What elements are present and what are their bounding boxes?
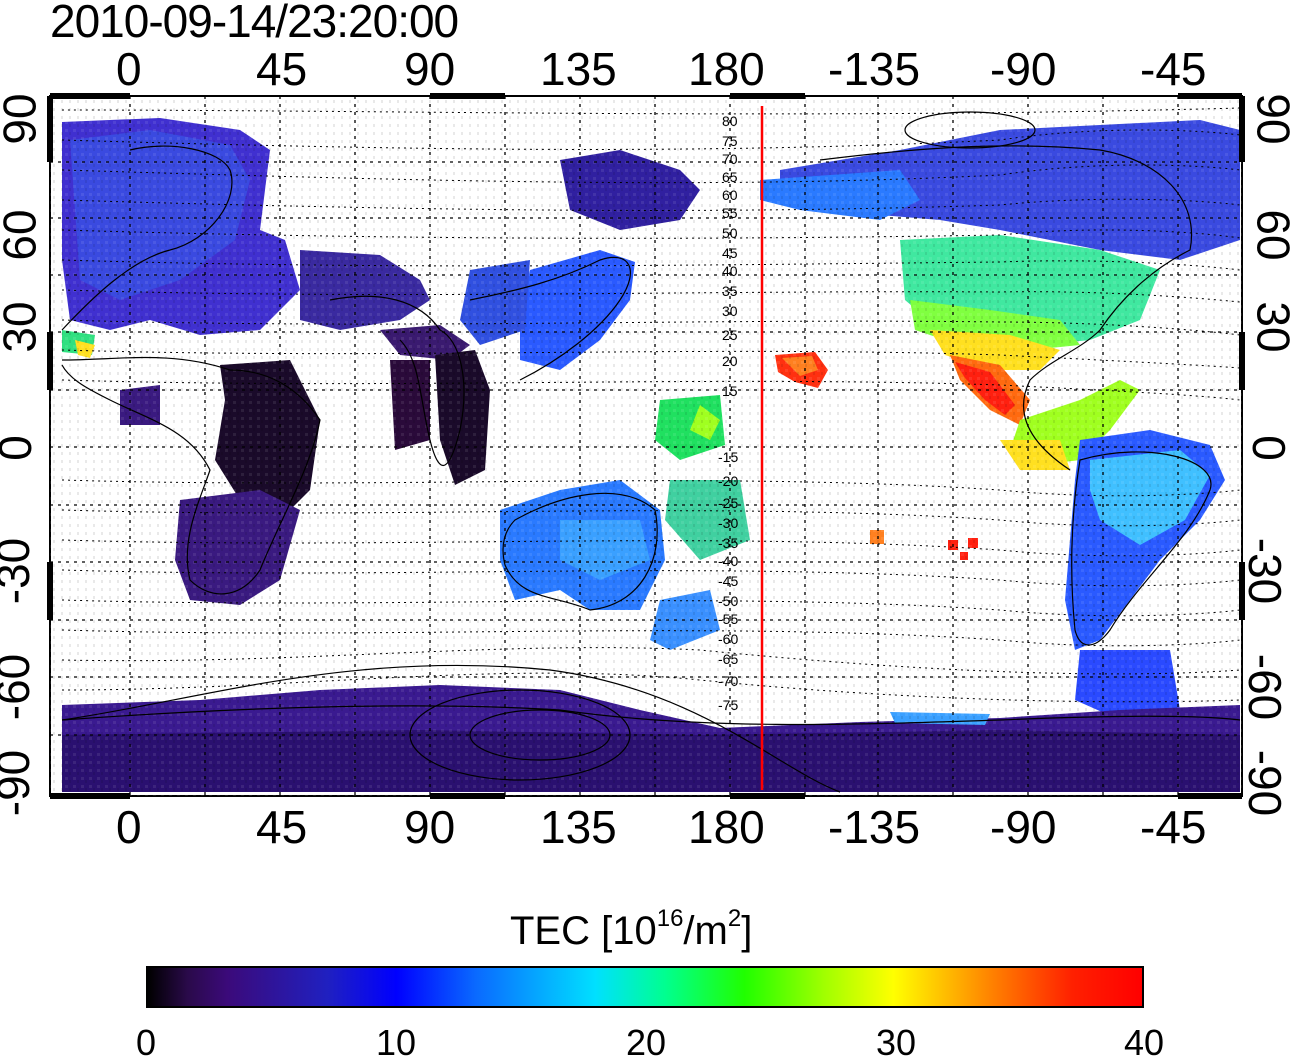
colorbar-tick: 40 — [1124, 1022, 1165, 1063]
right-lat-tick: -60 — [1239, 653, 1292, 721]
colorbar-tick: 10 — [376, 1022, 417, 1063]
bottom-lon-tick: 0 — [116, 801, 142, 853]
contour-label: -55 — [718, 611, 738, 627]
contour-label: -15 — [718, 449, 738, 465]
colorbar-tick: 20 — [626, 1022, 667, 1063]
tec-colorbar — [146, 966, 1144, 1008]
top-lon-tick: -90 — [990, 43, 1057, 95]
contour-label: 30 — [722, 303, 738, 319]
top-lon-tick: -135 — [828, 43, 921, 95]
contour-label: 45 — [722, 245, 738, 261]
right-lat-tick: 0 — [1242, 435, 1292, 461]
left-lat-tick: 0 — [0, 435, 41, 461]
map-timestamp-title: 2010-09-14/23:20:00 — [50, 0, 459, 47]
left-lat-tick: -30 — [0, 537, 40, 605]
contour-labels: 80 75 70 65 60 55 50 45 40 35 30 25 20 15 -15 -20 -25 -30… — [718, 113, 738, 713]
left-lat-tick: 30 — [0, 301, 46, 353]
left-lat-tick: -90 — [0, 749, 40, 817]
top-lon-tick: 45 — [256, 43, 308, 95]
contour-label: 80 — [722, 113, 738, 129]
right-lat-tick: -90 — [1239, 749, 1292, 817]
contour-label: -65 — [718, 651, 738, 667]
right-lat-tick: -30 — [1239, 537, 1292, 605]
top-lon-tick: 0 — [116, 43, 142, 95]
top-lon-tick: 90 — [404, 43, 456, 95]
contour-label: 75 — [722, 133, 738, 149]
colorbar-title-end: ] — [741, 909, 753, 953]
contour-label: 40 — [722, 263, 738, 279]
colorbar-title-unit-exp: 2 — [727, 905, 742, 932]
bottom-lon-tick: -90 — [990, 801, 1057, 853]
contour-label: 70 — [722, 151, 738, 167]
contour-label: 20 — [722, 353, 738, 369]
right-lat-tick: 90 — [1247, 93, 1292, 145]
contour-label: -20 — [718, 473, 738, 489]
colorbar-tick: 30 — [876, 1022, 917, 1063]
left-lat-tick: -60 — [0, 653, 40, 721]
contour-label: 65 — [722, 169, 738, 185]
contour-label: -60 — [718, 631, 738, 647]
bottom-lon-tick: 180 — [688, 801, 765, 853]
contour-label: 50 — [722, 225, 738, 241]
contour-label: 55 — [722, 205, 738, 221]
colorbar-title-exp: 16 — [656, 905, 684, 932]
coastlines — [61, 145, 1241, 726]
bottom-lon-tick: 135 — [540, 801, 617, 853]
tec-map: 80 75 70 65 60 55 50 45 40 35 30 25 20 15 -15 -20 -25 -30… — [47, 93, 1245, 799]
left-lat-tick: 60 — [0, 209, 46, 261]
graticule — [50, 96, 1242, 796]
colorbar-title-main: TEC [10 — [510, 909, 657, 953]
contour-label: -35 — [718, 535, 738, 551]
frame-ticks — [47, 93, 1245, 799]
bottom-lon-tick: -45 — [1140, 801, 1207, 853]
bottom-lon-tick: -135 — [828, 801, 921, 853]
contour-label: -75 — [718, 697, 738, 713]
top-lon-tick: 135 — [540, 43, 617, 95]
top-lon-tick: 180 — [688, 43, 765, 95]
right-lat-tick: 60 — [1247, 209, 1292, 261]
colorbar-title-unit: /m — [683, 909, 728, 953]
left-lat-tick: 90 — [0, 93, 46, 145]
contour-label: -45 — [718, 573, 738, 589]
contour-label: -50 — [718, 593, 738, 609]
contour-label: 60 — [722, 187, 738, 203]
bottom-lon-tick: 45 — [256, 801, 308, 853]
top-lon-tick: -45 — [1140, 43, 1207, 95]
contour-label: -25 — [718, 495, 738, 511]
colorbar-title: TEC [1016/m2] — [510, 905, 752, 954]
bottom-lon-tick: 90 — [404, 801, 456, 853]
contour-label: -70 — [718, 673, 738, 689]
contour-label: 15 — [722, 383, 738, 399]
contour-label: -40 — [718, 553, 738, 569]
magnetic-latitude-contours — [61, 107, 1241, 703]
contour-label: 25 — [722, 327, 738, 343]
contour-label: -30 — [718, 515, 738, 531]
colorbar-tick: 0 — [136, 1022, 157, 1063]
tec-data-layer — [50, 96, 1242, 796]
contour-label: 35 — [722, 283, 738, 299]
right-lat-tick: 30 — [1247, 301, 1292, 353]
